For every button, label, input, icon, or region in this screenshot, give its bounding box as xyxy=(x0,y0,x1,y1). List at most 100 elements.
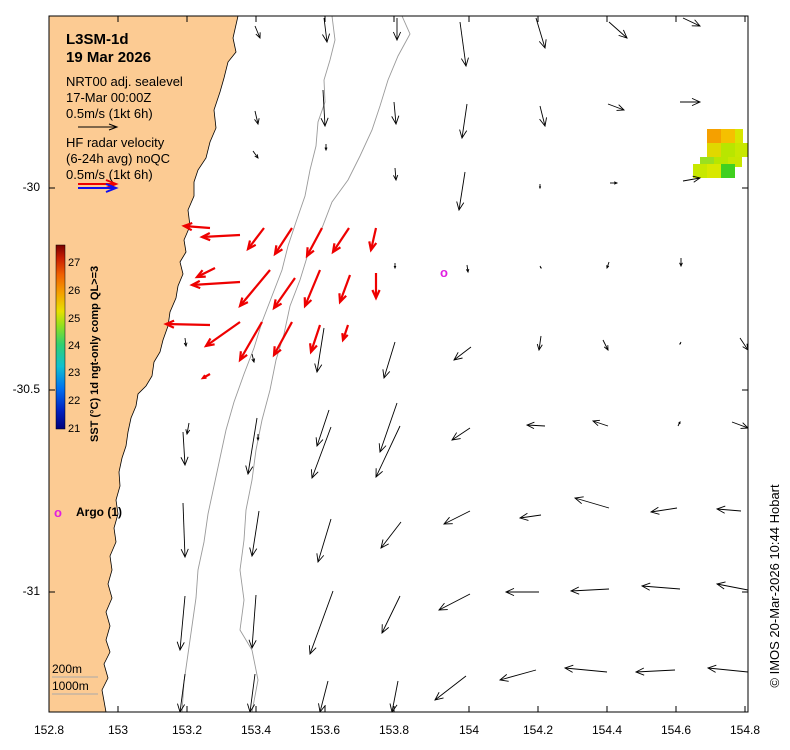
model-arrow xyxy=(180,502,189,559)
radar-arrow xyxy=(272,277,296,311)
model-arrow xyxy=(459,21,469,68)
model-arrow xyxy=(251,353,256,364)
model-arrow xyxy=(569,586,610,595)
model-arrow xyxy=(180,431,189,467)
radar-arrow xyxy=(189,279,241,290)
model-arrow xyxy=(563,664,608,673)
model-arrow xyxy=(316,518,332,564)
model-arrow xyxy=(318,680,329,712)
model-arrow xyxy=(252,150,259,159)
x-axis: 152.8 153 153.2 153.4 153.6 153.8 154 15… xyxy=(34,723,760,737)
model-arrow xyxy=(536,335,543,352)
legend-model-scale: 0.5m/s (1kt 6h) xyxy=(66,106,153,121)
radar-arrow xyxy=(273,227,293,257)
model-arrow xyxy=(314,327,325,374)
model-arrow xyxy=(608,21,628,39)
legend-model-arrow xyxy=(78,123,119,131)
model-arrow xyxy=(392,18,402,42)
model-arrow xyxy=(320,89,329,128)
radar-arrow xyxy=(194,267,216,279)
frame-ticks xyxy=(48,16,748,712)
model-arrow xyxy=(504,587,539,597)
model-arrow xyxy=(715,581,748,591)
model-arrow xyxy=(456,171,466,212)
colorbar-tick: 23 xyxy=(68,367,80,379)
model-arrow xyxy=(451,427,471,441)
radar-arrow xyxy=(368,227,378,253)
model-arrow xyxy=(498,669,537,682)
x-tick: 153.6 xyxy=(310,723,340,737)
x-tick: 152.8 xyxy=(34,723,64,737)
model-arrow xyxy=(518,512,542,521)
date-title: 19 Mar 2026 xyxy=(66,49,151,66)
depth-label-200m: 200m xyxy=(52,662,82,676)
legend-radar-arrow xyxy=(78,179,119,193)
model-arrow xyxy=(310,426,332,480)
model-arrow xyxy=(634,667,676,676)
argo-legend-marker: o xyxy=(54,505,62,520)
model-arrow xyxy=(254,25,261,40)
model-arrow xyxy=(434,675,467,701)
model-arrow xyxy=(393,263,397,270)
x-tick: 154 xyxy=(459,723,479,737)
model-arrow xyxy=(679,341,682,345)
radar-arrow xyxy=(238,321,263,363)
colorbar-gradient xyxy=(55,244,66,430)
model-arrows xyxy=(176,17,748,712)
model-arrow xyxy=(254,110,260,126)
colorbar-tick: 21 xyxy=(68,423,80,435)
model-arrow xyxy=(247,673,256,712)
x-tick: 154.8 xyxy=(730,723,760,737)
model-arrow xyxy=(465,264,470,274)
model-arrow xyxy=(731,421,748,429)
model-arrow xyxy=(245,417,258,476)
model-arrow xyxy=(459,103,468,140)
argo-float-marker: o xyxy=(440,265,448,280)
radar-arrow xyxy=(309,324,322,355)
y-tick: -30.5 xyxy=(13,382,41,396)
model-arrow xyxy=(677,421,681,427)
radar-arrow xyxy=(331,227,350,255)
model-arrow xyxy=(739,337,748,351)
contour-1000m xyxy=(239,16,411,712)
sst-pixels xyxy=(693,129,748,178)
x-tick: 153.2 xyxy=(172,723,202,737)
legend-radar-scale: 0.5m/s (1kt 6h) xyxy=(66,167,153,182)
legend-radar-avg: (6-24h avg) noQC xyxy=(66,151,170,166)
radar-arrow xyxy=(200,373,211,380)
model-arrow xyxy=(382,341,396,380)
model-arrow xyxy=(640,582,681,591)
credit-text: © IMOS 20-Mar-2026 10:44 Hobart xyxy=(767,484,782,688)
model-arrow xyxy=(378,402,398,454)
model-arrow xyxy=(176,595,186,652)
model-arrow xyxy=(380,521,402,549)
radar-arrow xyxy=(371,273,381,301)
model-arrow xyxy=(610,181,619,185)
model-arrow xyxy=(602,339,609,351)
radar-arrow xyxy=(303,269,322,309)
model-arrow xyxy=(391,101,400,126)
model-arrow xyxy=(381,595,401,634)
radar-arrow xyxy=(203,321,241,348)
model-arrow xyxy=(715,505,742,514)
model-arrow xyxy=(183,337,188,348)
x-tick: 154.6 xyxy=(661,723,691,737)
model-arrow xyxy=(680,97,702,107)
sst-colorbar: 27 26 25 24 23 22 21 SST (°C) 1d ngt-onl… xyxy=(55,244,101,442)
depth-label-1000m: 1000m xyxy=(52,679,89,693)
radar-arrows xyxy=(163,221,381,380)
y-tick: -31 xyxy=(23,584,41,598)
radar-arrow xyxy=(305,227,323,259)
model-arrow xyxy=(682,175,702,183)
product-title: L3SM-1d xyxy=(66,31,129,48)
model-arrow xyxy=(573,496,610,509)
model-arrow xyxy=(375,425,401,478)
model-arrow xyxy=(535,17,547,50)
model-arrow xyxy=(443,510,471,525)
x-tick: 153 xyxy=(108,723,128,737)
land-mass xyxy=(49,16,239,712)
model-arrow xyxy=(249,510,260,558)
argo-legend-label: Argo (1) xyxy=(76,505,122,519)
x-tick: 154.4 xyxy=(592,723,622,737)
